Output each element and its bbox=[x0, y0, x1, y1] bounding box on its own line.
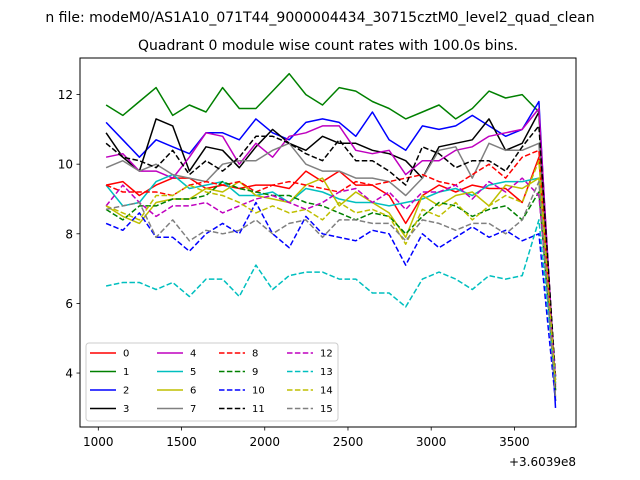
x-tick-label: 1500 bbox=[166, 435, 197, 449]
legend-label: 2 bbox=[123, 386, 129, 397]
series-line-11 bbox=[105, 125, 557, 377]
series-line-1 bbox=[105, 72, 557, 401]
y-tick-label: 6 bbox=[65, 297, 73, 311]
legend-item-13: 13 bbox=[287, 367, 333, 378]
legend-item-7: 7 bbox=[157, 404, 196, 415]
legend-item-6: 6 bbox=[157, 386, 196, 397]
series-line-0 bbox=[105, 156, 557, 381]
legend-item-4: 4 bbox=[157, 349, 196, 360]
legend-item-0: 0 bbox=[90, 349, 129, 360]
legend-item-1: 1 bbox=[90, 367, 129, 378]
legend-label: 7 bbox=[190, 404, 196, 415]
legend-item-3: 3 bbox=[90, 404, 129, 415]
figure-suptitle: n file: modeM0/AS1A10_071T44_9000004434_… bbox=[45, 10, 594, 26]
legend-label: 14 bbox=[320, 386, 333, 397]
y-tick-label: 4 bbox=[65, 367, 73, 381]
legend-label: 3 bbox=[123, 404, 129, 415]
series-line-10 bbox=[105, 201, 557, 401]
plot-area bbox=[79, 57, 577, 428]
series-line-9 bbox=[105, 180, 557, 391]
axes-frame bbox=[79, 57, 577, 428]
legend-item-5: 5 bbox=[157, 367, 196, 378]
legend-label: 0 bbox=[123, 349, 129, 360]
legend-item-12: 12 bbox=[287, 349, 333, 360]
legend-item-2: 2 bbox=[90, 386, 129, 397]
series-layer bbox=[105, 72, 557, 408]
series-line-14 bbox=[105, 159, 557, 384]
series-line-13 bbox=[105, 219, 557, 384]
x-tick-label: 1000 bbox=[83, 435, 114, 449]
legend-label: 9 bbox=[252, 367, 258, 378]
legend-label: 12 bbox=[320, 349, 333, 360]
legend-label: 8 bbox=[252, 349, 258, 360]
chart-title: Quadrant 0 module wise count rates with … bbox=[138, 38, 518, 54]
legend-label: 6 bbox=[190, 386, 196, 397]
x-tick-label: 2000 bbox=[249, 435, 280, 449]
y-tick-label: 12 bbox=[58, 88, 73, 102]
legend-item-15: 15 bbox=[287, 404, 333, 415]
legend-label: 15 bbox=[320, 404, 333, 415]
legend-item-9: 9 bbox=[219, 367, 258, 378]
y-axis: 4 6 8 10 12 bbox=[58, 88, 80, 381]
legend-label: 5 bbox=[190, 367, 196, 378]
x-tick-label: 3000 bbox=[416, 435, 447, 449]
legend-item-8: 8 bbox=[219, 349, 258, 360]
x-tick-label: 2500 bbox=[333, 435, 364, 449]
series-line-8 bbox=[105, 149, 557, 388]
legend-label: 1 bbox=[123, 367, 129, 378]
y-tick-label: 8 bbox=[65, 227, 73, 241]
series-line-12 bbox=[105, 177, 557, 377]
legend-label: 4 bbox=[190, 349, 196, 360]
x-axis-offset-label: +3.6039e8 bbox=[509, 455, 576, 469]
legend-label: 13 bbox=[320, 367, 333, 378]
series-line-4 bbox=[105, 107, 557, 388]
series-line-3 bbox=[105, 111, 557, 391]
legend-item-14: 14 bbox=[287, 386, 333, 397]
legend-label: 10 bbox=[252, 386, 265, 397]
legend-item-11: 11 bbox=[219, 404, 265, 415]
legend-box bbox=[85, 342, 339, 422]
y-tick-label: 10 bbox=[58, 158, 73, 172]
x-tick-label: 3500 bbox=[499, 435, 530, 449]
legend-item-10: 10 bbox=[219, 386, 265, 397]
legend-label: 11 bbox=[252, 404, 265, 415]
x-axis: 1000 1500 2000 2500 3000 3500 bbox=[83, 427, 530, 449]
